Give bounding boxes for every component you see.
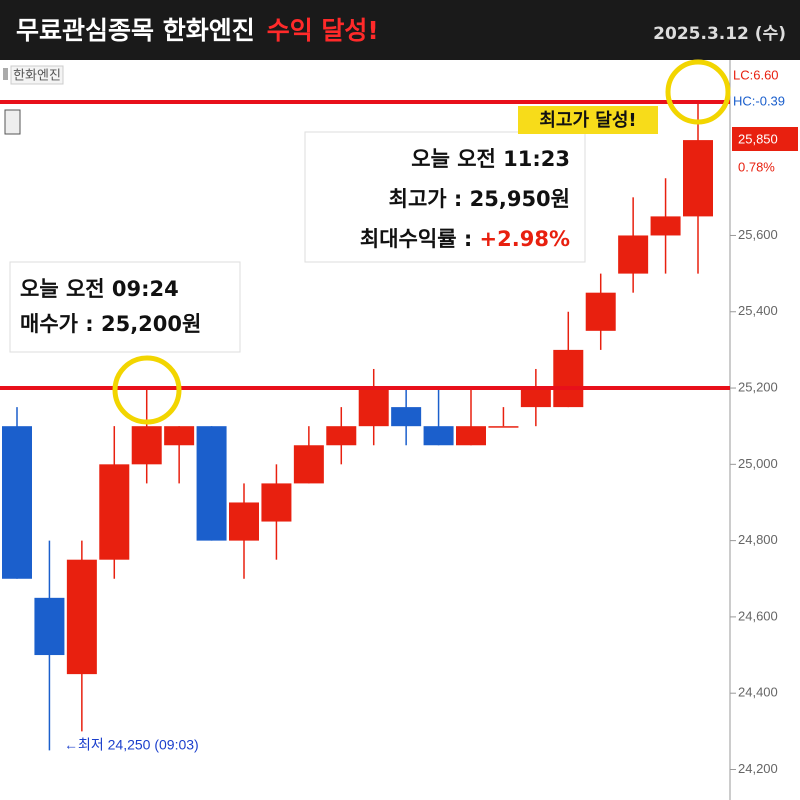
- icon: [4, 109, 21, 135]
- candle-body: [99, 464, 130, 560]
- low-annotation: ←최저 24,250 (09:03): [64, 737, 199, 753]
- candle-body: [358, 388, 389, 427]
- candle-body: [34, 597, 65, 656]
- y-tick-label: 24,400: [738, 685, 778, 700]
- candle-body: [229, 502, 259, 541]
- date: 2025.3.12 (수): [653, 24, 786, 44]
- candle-body: [488, 426, 519, 428]
- high-time: 오늘 오전 11:23: [411, 147, 570, 171]
- badge-text: 최고가 달성!: [539, 110, 636, 131]
- candle-body: [261, 483, 292, 522]
- candle-body: [456, 426, 486, 446]
- y-tick-label: 24,800: [738, 532, 778, 547]
- buy-price: 매수가 : 25,200원: [20, 312, 201, 336]
- header-bar: [0, 0, 800, 60]
- candle-body: [683, 140, 713, 217]
- high-box: [304, 131, 586, 263]
- candle-body: [391, 407, 422, 427]
- y-tick-label: 24,600: [738, 608, 778, 623]
- y-tick-label: 25,000: [738, 456, 778, 471]
- candle-body: [618, 235, 649, 274]
- candle-body: [520, 388, 551, 408]
- indicator: HC:-0.39: [733, 93, 785, 108]
- candle-body: [326, 426, 357, 446]
- highlight-circle: [112, 355, 182, 425]
- y-tick-label: 25,400: [738, 303, 778, 318]
- title: 무료관심종목 한화엔진: [16, 16, 255, 45]
- symbol-box: [10, 65, 64, 85]
- candle-body: [2, 426, 32, 579]
- buy-time: 오늘 오전 09:24: [20, 277, 179, 301]
- candle-body: [66, 559, 97, 675]
- plot: 24,200 24,400 24,600 24,800 25,000 25,200 25,4…: [0, 99, 778, 776]
- symbol: 한화엔진: [13, 69, 61, 84]
- buy-box: [9, 261, 241, 353]
- return-value: +2.98%: [480, 227, 570, 251]
- candle-body: [585, 292, 616, 331]
- candle-body: [423, 426, 454, 446]
- last-price: 25,850: [738, 131, 778, 146]
- price-tag: [732, 127, 798, 151]
- candle-body: [553, 349, 584, 408]
- header-title: 무료관심종목 한화엔진 수익 달성!: [16, 16, 379, 45]
- title-highlight: 수익 달성!: [267, 16, 379, 45]
- candle-body: [196, 426, 227, 541]
- candle-body: [650, 216, 681, 236]
- indicator: LC:6.60: [733, 67, 779, 82]
- icon: [3, 68, 8, 80]
- last-change: 0.78%: [738, 159, 775, 174]
- candle-body: [164, 426, 195, 446]
- candle-body: [131, 426, 162, 465]
- highlight-circle: [665, 59, 731, 125]
- high-return: 최대수익률 : +2.98%: [360, 227, 570, 251]
- badge: [518, 106, 658, 134]
- high-price: 최고가 : 25,950원: [389, 187, 570, 211]
- y-tick-label: 25,200: [738, 379, 778, 394]
- candle-body: [293, 445, 324, 484]
- y-tick-label: 24,200: [738, 761, 778, 776]
- return-label: 최대수익률 :: [360, 227, 480, 251]
- y-tick-label: 25,600: [738, 227, 778, 242]
